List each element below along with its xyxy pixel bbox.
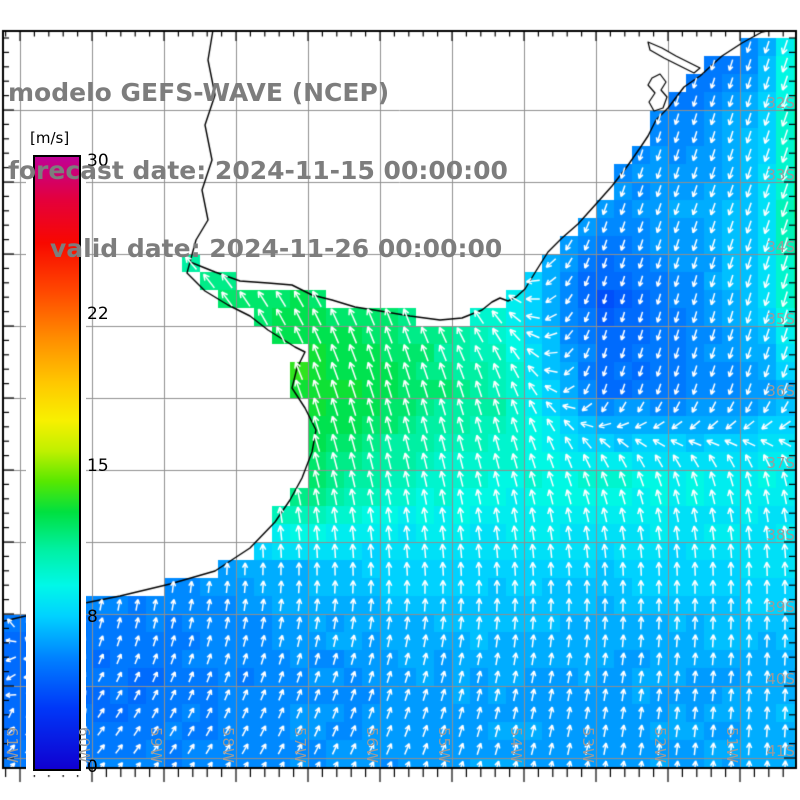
lon-label-61W: 61W	[3, 727, 21, 764]
lon-label-54W: 54W	[507, 727, 525, 764]
lon-label-60W: 60W	[75, 727, 93, 764]
lat-label-38S: 38S	[766, 526, 795, 544]
forecast-date-label: forecast date: 2024-11-15 00:00:00	[8, 156, 508, 185]
lon-label-52W: 52W	[651, 727, 669, 764]
valid-date-label: valid date: 2024-11-26 00:00:00	[50, 234, 503, 263]
colorbar-gradient	[33, 155, 81, 771]
lat-label-40S: 40S	[766, 670, 795, 688]
map-title-block: modelo GEFS-WAVE (NCEP) forecast date: 2…	[8, 28, 508, 314]
lon-label-55W: 55W	[435, 727, 453, 764]
lat-label-36S: 36S	[766, 382, 795, 400]
lon-label-56W: 56W	[363, 727, 381, 764]
colorbar-tick-0: 0	[87, 757, 98, 777]
colorbar-tick-8: 8	[87, 607, 98, 627]
lon-label-59W: 59W	[147, 727, 165, 764]
lat-label-33S: 33S	[766, 166, 795, 184]
colorbar-tick-22: 22	[87, 304, 109, 324]
lon-label-57W: 57W	[291, 727, 309, 764]
lat-label-34S: 34S	[766, 238, 795, 256]
lon-label-51W: 51W	[723, 727, 741, 764]
colorbar-tick-15: 15	[87, 456, 109, 476]
lat-label-35S: 35S	[766, 310, 795, 328]
lat-label-32S: 32S	[766, 94, 795, 112]
lat-label-41S: 41S	[766, 742, 795, 760]
colorbar-tick-30: 30	[87, 151, 109, 171]
lat-label-39S: 39S	[766, 598, 795, 616]
model-name-title: modelo GEFS-WAVE (NCEP)	[8, 78, 390, 107]
lon-label-53W: 53W	[579, 727, 597, 764]
lat-label-37S: 37S	[766, 454, 795, 472]
colorbar-unit-label: [m/s]	[30, 129, 70, 147]
lon-label-58W: 58W	[219, 727, 237, 764]
